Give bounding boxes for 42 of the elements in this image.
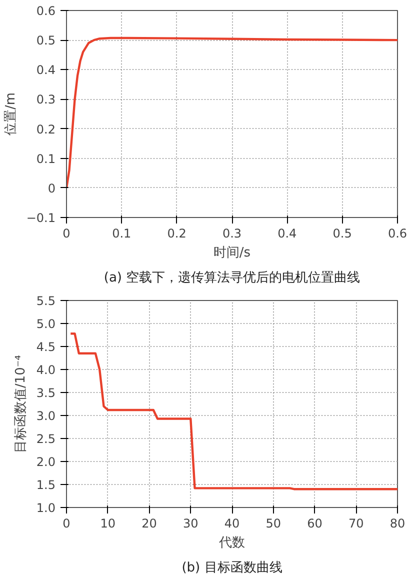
y-tick-label: 0.3 — [36, 92, 56, 107]
x-tick-label: 0.4 — [278, 226, 297, 240]
y-tick-label: 0.6 — [36, 4, 56, 18]
y-tick-label: −0.1 — [26, 211, 56, 225]
x-tick-label: 0.3 — [222, 226, 242, 240]
x-tick-label: 20 — [142, 516, 157, 530]
x-tick-label: 0.2 — [167, 226, 186, 240]
y-tick-label: 4.0 — [36, 363, 56, 377]
x-tick-label: 80 — [390, 516, 406, 530]
x-tick-label: 40 — [224, 516, 240, 530]
x-tick-label: 60 — [307, 516, 322, 530]
y-tick-label: 2.5 — [36, 432, 56, 446]
x-tick-label: 0.5 — [332, 226, 352, 240]
text: (b) 目标函数曲线 — [182, 560, 282, 576]
x-tick-label: 0 — [62, 226, 70, 240]
y-tick-label: 4.5 — [36, 340, 56, 354]
x-tick-label: 0.6 — [388, 226, 408, 240]
x-tick-label: 0 — [62, 516, 70, 530]
x-axis-title: 时间/s — [213, 246, 251, 260]
line-series — [66, 36, 398, 190]
y-tick-label: 0.5 — [36, 34, 56, 48]
y-tick-label: 0 — [48, 181, 56, 196]
y-tick-label: 0.2 — [36, 122, 56, 136]
x-axis-title: 代数 — [218, 536, 245, 550]
y-tick-label: 5.0 — [36, 317, 56, 331]
text: (a) 空载下，遗传算法寻优后的电机位置曲线 — [104, 270, 360, 286]
x-tick-label: 70 — [348, 516, 364, 530]
y-tick-label: 3.0 — [36, 409, 56, 423]
y-tick-label: 0.1 — [36, 152, 56, 166]
x-tick-label: 0.1 — [112, 226, 132, 240]
y-tick-label: 2.0 — [36, 455, 56, 469]
x-tick-label: 30 — [182, 516, 198, 530]
x-tick-label: 50 — [266, 516, 282, 530]
x-tick-label: 10 — [100, 516, 116, 530]
y-axis-title: 目标函数值/10⁻⁴ — [13, 355, 28, 453]
y-axis-title: 位置/m — [3, 92, 18, 136]
y-tick-label: 1.5 — [36, 478, 56, 492]
y-tick-label: 3.5 — [36, 386, 56, 400]
y-tick-label: 1.0 — [36, 501, 56, 515]
line-series — [70, 332, 398, 490]
y-tick-label: 0.4 — [36, 63, 56, 78]
y-tick-label: 5.5 — [36, 294, 56, 308]
